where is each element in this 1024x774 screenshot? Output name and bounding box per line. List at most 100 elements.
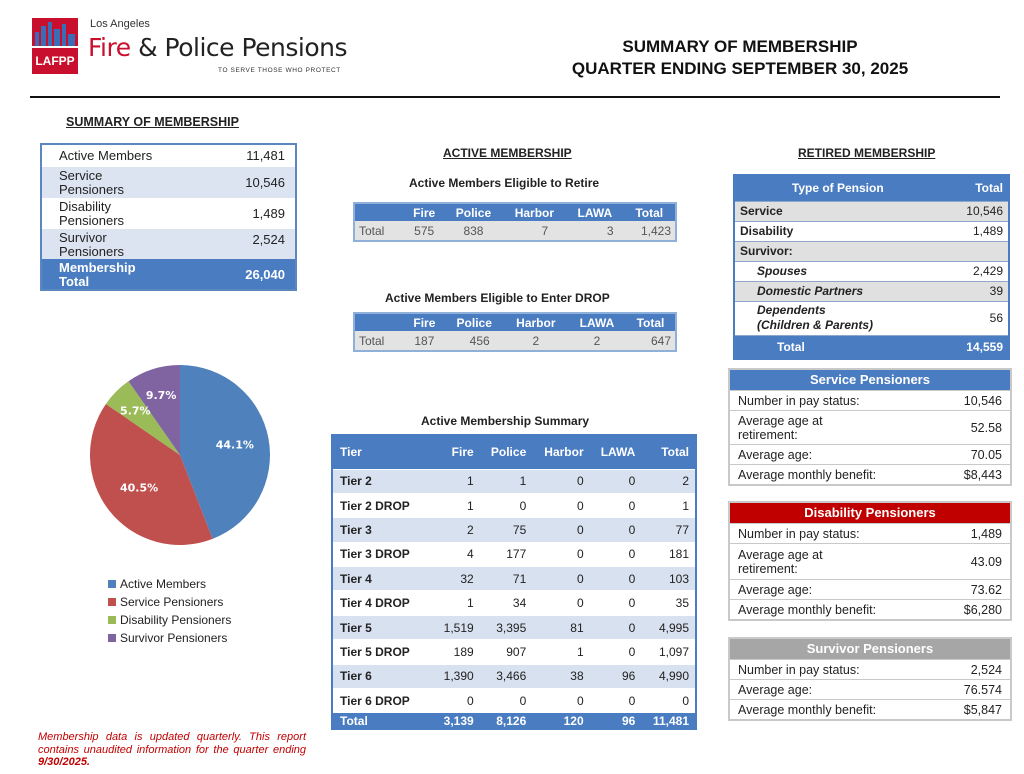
cell: 838 [444,221,503,241]
pie-slice [180,365,270,539]
legend-label: Survivor Pensioners [120,631,228,645]
table-row: Tier 3 DROP 4 177 0 0 181 [332,541,696,567]
row-label: Spouses [734,260,941,281]
page-title-line2: QUARTER ENDING SEPTEMBER 30, 2025 [571,59,909,78]
cell: 0 [589,639,642,665]
page-title-line1: SUMMARY OF MEMBERSHIP [622,37,858,56]
cell: 4 [433,541,480,567]
cell: 120 [532,712,590,729]
cell: 56 [940,300,1009,335]
cell: 1,489 [940,220,1009,241]
row-label: Total [354,221,404,241]
stat-value: 1,489 [970,526,1002,541]
stat-value: 52.58 [970,420,1002,435]
cell: 2,429 [940,260,1009,281]
table-row: Service 10,546 [734,200,1009,221]
summary-total-value: 26,040 [245,267,285,282]
stat-row: Number in pay status: 10,546 [730,390,1010,410]
col-header: LAWA [568,313,626,331]
cell: 34 [479,590,533,616]
row-label: Survivor: [734,240,941,261]
cell: 3,466 [479,663,533,689]
cell: 0 [589,590,642,616]
legend-item: Survivor Pensioners [108,629,231,647]
cell: 4,995 [641,614,696,640]
cell: 1,519 [433,614,480,640]
stat-value: 10,546 [963,393,1002,408]
col-header: Fire [433,435,480,469]
cell: 96 [589,663,642,689]
header-divider [30,96,1000,98]
cell: 1 [641,492,696,518]
legend-swatch [108,634,116,642]
col-header: Police [444,313,504,331]
stat-value: $6,280 [963,602,1002,617]
col-header: Total [940,175,1009,201]
pie-data-label: 5.7% [120,405,151,418]
cell: 575 [404,221,445,241]
cell: 0 [532,566,590,591]
cell: 0 [532,468,590,494]
stat-label: Number in pay status: [738,527,860,541]
col-header: Harbor [532,435,590,469]
table-row: Spouses 2,429 [734,260,1009,281]
row-label-line: (Children & Parents) [757,318,874,332]
cell: 181 [641,541,696,567]
summary-label: Active Members [59,148,153,163]
col-header: Police [444,203,503,221]
legend-swatch [108,580,116,588]
table-row: Tier 6 DROP 0 0 0 0 0 [332,688,696,713]
footnote-text: Membership data is updated quarterly. Th… [38,731,306,756]
stat-label: Number in pay status: [738,394,860,408]
cell: 1 [479,468,533,494]
stat-row: Average monthly benefit: $5,847 [730,699,1010,719]
table-row: Tier 2 DROP 1 0 0 0 1 [332,492,696,518]
row-label: Tier 3 [332,517,434,543]
summary-value: 1,489 [252,206,285,221]
cell: 0 [433,688,480,713]
footnote-date: 9/30/2025. [38,756,90,768]
row-label: Tier 6 [332,663,434,689]
cell: 0 [589,614,642,640]
retired-title: RETIRED MEMBERSHIP [798,146,936,160]
summary-row: Service Pensioners 10,546 [42,167,295,198]
row-label: Total [354,331,404,351]
stat-row: Average monthly benefit: $6,280 [730,599,1010,619]
row-label: Tier 4 DROP [332,590,434,616]
stat-label: Average age at [738,414,823,428]
row-label: Tier 2 DROP [332,492,434,518]
table-total-row: Total 14,559 [734,334,1009,359]
table-row: Survivor: [734,240,1009,261]
stat-value: 43.09 [970,554,1002,569]
logo-abbr: LAFPP [35,54,75,68]
cell: 0 [589,688,642,713]
col-header: Fire [404,203,445,221]
cell: 0 [589,492,642,518]
cell: 2 [568,331,626,351]
lafpp-logo [32,18,78,74]
table-row: Domestic Partners 39 [734,280,1009,301]
summary-box: Active Members 11,481 Service Pensioners… [40,143,297,291]
footnote: Membership data is updated quarterly. Th… [38,731,306,769]
row-label: Service [734,200,941,221]
stat-row: Average age at retirement: 43.09 [730,543,1010,579]
drop-subtitle: Active Members Eligible to Enter DROP [385,291,610,305]
cell: 103 [641,566,696,591]
cell: 11,481 [641,712,696,729]
col-header: Total [641,435,696,469]
row-label: Total [734,334,941,359]
row-label: Disability [734,220,941,241]
logo-city: Los Angeles [90,18,150,30]
col-header: Tier [332,435,434,469]
cell: 907 [479,639,533,665]
table-row: Tier 6 1,390 3,466 38 96 4,990 [332,663,696,689]
cell: 2 [641,468,696,494]
cell: 647 [625,331,676,351]
table-row: Dependents (Children & Parents) 56 [734,300,1009,335]
cell: 1,423 [623,221,676,241]
table-row: Total 187 456 2 2 647 [354,331,676,351]
cell: 0 [532,688,590,713]
legend-swatch [108,616,116,624]
row-label: Tier 6 DROP [332,688,434,713]
